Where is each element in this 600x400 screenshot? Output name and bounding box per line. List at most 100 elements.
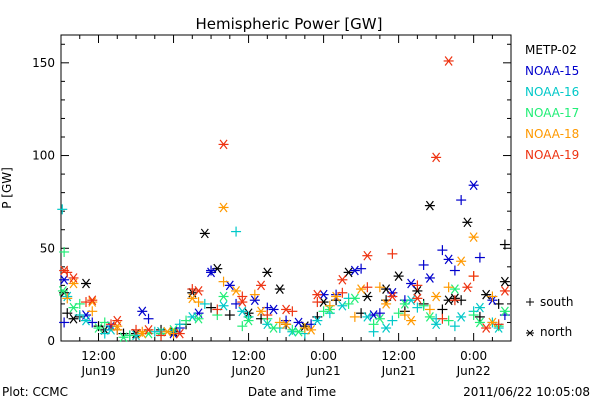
plot-timestamp: 2011/06/22 10:05:08 (463, 385, 590, 399)
x-tick-time-label: 0:00 (460, 349, 487, 363)
data-point-south (231, 226, 242, 237)
data-point-south (356, 263, 367, 274)
data-point-north (481, 289, 492, 300)
marker-legend-label: north (540, 325, 572, 339)
data-point-north (499, 286, 510, 296)
legend-item: NOAA-19 (525, 148, 579, 162)
data-point-north (424, 200, 435, 211)
data-point-north (431, 152, 442, 163)
data-point-north (256, 280, 267, 291)
data-point-north (187, 312, 198, 322)
data-point-north (274, 284, 285, 294)
data-point-south (249, 289, 260, 300)
plot-frame (60, 34, 512, 342)
data-point-north (206, 267, 217, 278)
data-point-south (262, 310, 273, 321)
data-point-south (312, 297, 323, 308)
data-point-south (437, 245, 448, 256)
data-point-north (162, 326, 173, 337)
y-tick-label: 100 (32, 149, 55, 163)
data-point-north (362, 250, 373, 261)
data-point-south (324, 300, 335, 311)
data-point-south (412, 280, 423, 291)
data-point-north (443, 254, 454, 265)
data-point-north (231, 286, 242, 296)
marker-legend: south north (526, 295, 574, 339)
x-tick-day-label: Jun21 (381, 364, 416, 378)
legend-item: METP-02 (525, 43, 577, 57)
data-point-south (81, 297, 92, 308)
data-point-south (87, 317, 98, 328)
data-point-north (218, 202, 229, 213)
data-point-north (393, 271, 404, 281)
data-point-south (468, 271, 479, 282)
data-point-south (62, 308, 73, 319)
data-point-north (381, 323, 392, 333)
data-point-north (268, 304, 279, 315)
data-point-south (224, 310, 235, 321)
x-tick-time-label: 12:00 (381, 349, 416, 363)
data-point-north (243, 315, 254, 326)
x-tick-day-label: Jun20 (156, 364, 191, 378)
data-point-north (431, 319, 442, 330)
data-point-north (224, 280, 235, 291)
data-point-south (499, 239, 510, 250)
data-point-north (387, 291, 398, 302)
data-point-north (356, 284, 367, 294)
legend-item: NOAA-17 (525, 106, 579, 120)
x-tick-day-label: Jun20 (231, 364, 266, 378)
y-tick-label: 150 (32, 56, 55, 70)
data-markers (57, 56, 510, 343)
data-point-south (212, 304, 223, 315)
data-point-north (218, 139, 229, 150)
data-point-south (237, 291, 248, 302)
data-point-south (59, 246, 70, 257)
data-point-north (237, 297, 248, 307)
data-point-north (93, 323, 104, 333)
legend-item: NOAA-15 (525, 64, 579, 78)
data-point-north (474, 302, 485, 313)
y-axis: 0 50 100 150 (32, 43, 511, 348)
data-point-north (374, 313, 385, 324)
data-point-north (499, 276, 510, 287)
data-point-south (374, 308, 385, 319)
data-point-north (337, 274, 348, 285)
data-point-north (406, 315, 417, 326)
data-point-north (174, 328, 185, 339)
data-point-north (468, 232, 479, 243)
data-point-south (349, 311, 360, 322)
data-point-north (199, 228, 210, 239)
data-point-north (281, 304, 292, 315)
data-point-south (62, 293, 73, 304)
data-point-south (343, 298, 354, 309)
x-tick-time-label: 0:00 (310, 349, 337, 363)
y-tick-label: 50 (40, 241, 55, 255)
data-point-south (181, 315, 192, 326)
data-point-north (193, 286, 204, 296)
data-point-north (59, 274, 70, 285)
data-point-north (412, 286, 423, 296)
marker-legend-label: south (540, 295, 574, 309)
data-point-south (143, 313, 154, 324)
data-point-north (218, 300, 229, 311)
data-point-north (337, 300, 348, 311)
data-point-north (193, 313, 204, 324)
data-point-north (218, 291, 229, 302)
data-point-south (418, 259, 429, 270)
data-point-south (59, 317, 70, 328)
data-point-south (137, 326, 148, 337)
data-point-north (68, 278, 79, 289)
data-point-south (474, 311, 485, 322)
x-axis: 12:00Jun190:00Jun2012:00Jun200:00Jun2112… (60, 35, 493, 378)
data-point-south (206, 265, 217, 276)
data-point-south (387, 315, 398, 326)
data-point-north (281, 319, 292, 330)
data-point-north (462, 217, 473, 228)
data-point-south (412, 302, 423, 313)
data-point-north (312, 289, 323, 300)
data-point-south (287, 324, 298, 335)
data-point-north (343, 267, 354, 278)
data-point-south (237, 321, 248, 332)
data-point-south (449, 265, 460, 276)
